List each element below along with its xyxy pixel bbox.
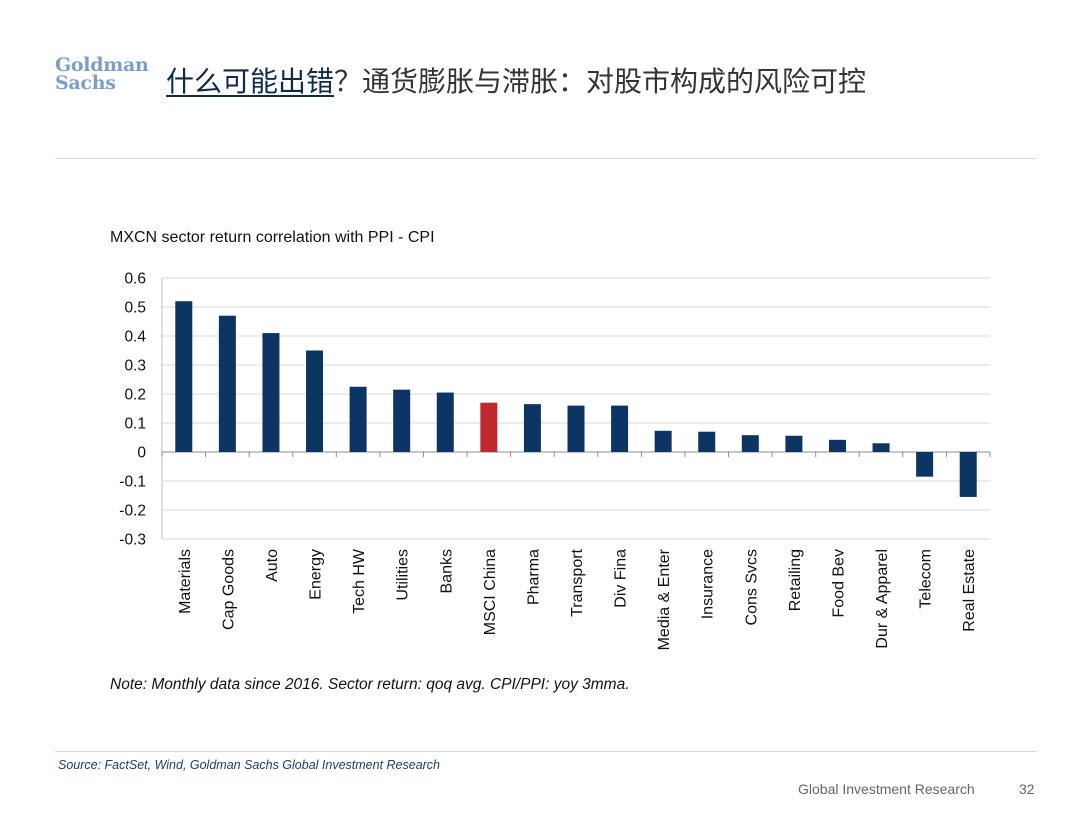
bar bbox=[349, 386, 367, 452]
bar bbox=[872, 443, 890, 452]
y-tick-label: -0.3 bbox=[119, 532, 146, 549]
y-tick-label: 0.4 bbox=[124, 329, 146, 346]
slide-title-highlight: 什么可能出错 bbox=[166, 65, 335, 98]
bar bbox=[567, 405, 585, 452]
x-category-label: Utilities bbox=[395, 549, 412, 601]
y-tick-label: 0 bbox=[137, 445, 146, 462]
slide-title: 什么可能出错？通货膨胀与滞胀：对股市构成的风险可控 bbox=[166, 60, 866, 100]
x-category-label: Pharma bbox=[525, 549, 542, 605]
bar bbox=[480, 402, 498, 452]
x-category-label: Food Bev bbox=[830, 549, 847, 617]
goldman-sachs-logo: Goldman Sachs bbox=[55, 54, 149, 94]
x-category-label: Cons Svcs bbox=[743, 549, 760, 625]
bar bbox=[916, 452, 934, 477]
x-category-label: Transport bbox=[569, 548, 586, 616]
y-tick-label: -0.2 bbox=[119, 503, 146, 520]
bar bbox=[218, 315, 236, 452]
bar bbox=[175, 301, 193, 452]
y-tick-label: 0.6 bbox=[124, 271, 146, 288]
x-category-label: Energy bbox=[308, 549, 325, 600]
logo-line-2: Sachs bbox=[55, 72, 116, 94]
bar bbox=[828, 439, 846, 452]
x-category-label: Tech HW bbox=[351, 548, 368, 614]
page-number: 32 bbox=[1019, 781, 1035, 797]
bar bbox=[436, 392, 454, 452]
bar bbox=[741, 435, 759, 452]
x-category-label: Auto bbox=[264, 549, 281, 582]
x-category-label: MSCI China bbox=[482, 549, 499, 635]
x-category-label: Retailing bbox=[787, 549, 804, 611]
y-tick-label: 0.1 bbox=[124, 416, 146, 433]
bar bbox=[306, 350, 324, 452]
x-category-label: Cap Goods bbox=[220, 549, 237, 630]
bar bbox=[611, 405, 629, 452]
x-category-label: Insurance bbox=[700, 549, 717, 619]
x-category-label: Materials bbox=[177, 549, 194, 614]
footer-label: Global Investment Research bbox=[798, 781, 975, 797]
x-category-label: Telecom bbox=[918, 549, 935, 609]
chart-note: Note: Monthly data since 2016. Sector re… bbox=[110, 676, 630, 693]
header-divider bbox=[55, 158, 1037, 159]
source-note: Source: FactSet, Wind, Goldman Sachs Glo… bbox=[58, 758, 441, 772]
bar bbox=[654, 430, 672, 452]
footer-divider bbox=[55, 751, 1037, 752]
logo-line-1: Goldman bbox=[55, 54, 149, 76]
x-category-label: Banks bbox=[438, 549, 455, 593]
x-category-label: Real Estate bbox=[961, 549, 978, 632]
x-category-label: Media & Enter bbox=[656, 548, 673, 650]
chart-title: MXCN sector return correlation with PPI … bbox=[110, 229, 435, 246]
y-tick-label: 0.2 bbox=[124, 387, 146, 404]
bar bbox=[393, 389, 411, 452]
y-tick-label: -0.1 bbox=[119, 474, 146, 491]
x-category-label: Div Fina bbox=[613, 549, 630, 608]
bar bbox=[785, 435, 803, 452]
slide-title-rest: ？通货膨胀与滞胀：对股市构成的风险可控 bbox=[334, 65, 867, 98]
x-category-label: Dur & Apparel bbox=[874, 549, 891, 649]
y-tick-label: 0.5 bbox=[124, 300, 146, 317]
bar bbox=[959, 452, 977, 497]
bar bbox=[698, 431, 716, 452]
bar bbox=[262, 333, 280, 452]
bar bbox=[523, 404, 541, 452]
y-tick-label: 0.3 bbox=[124, 358, 146, 375]
